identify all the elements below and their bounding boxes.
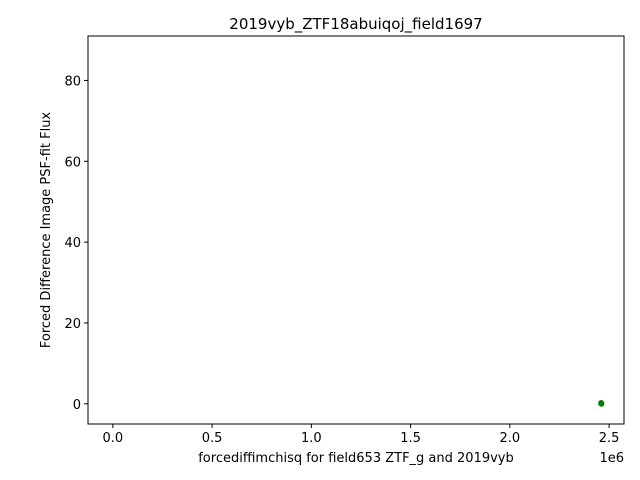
x-tick-label: 1.0 (301, 431, 322, 446)
x-tick-label: 0.0 (102, 431, 123, 446)
x-tick-label: 2.5 (599, 431, 620, 446)
x-tick-label: 0.5 (202, 431, 223, 446)
x-tick-label: 1.5 (400, 431, 421, 446)
y-tick-label: 20 (64, 317, 81, 332)
x-tick-label: 2.0 (500, 431, 521, 446)
chart-title: 2019vyb_ZTF18abuiqoj_field1697 (229, 15, 482, 34)
y-tick-label: 40 (64, 236, 81, 251)
x-axis: 0.0 0.5 1.0 1.5 2.0 2.5 (102, 424, 619, 446)
y-tick-label: 60 (64, 155, 81, 170)
plot-area (87, 35, 625, 425)
y-tick-label: 0 (73, 398, 81, 413)
data-points (598, 399, 605, 407)
y-tick-label: 80 (64, 74, 81, 89)
x-axis-label: forcediffimchisq for field653 ZTF_g and … (198, 451, 514, 466)
x-axis-offset-label: 1e6 (599, 451, 624, 466)
y-axis-label: Forced Difference Image PSF-fit Flux (39, 112, 54, 349)
y-axis: 0 20 40 60 80 (64, 74, 88, 413)
data-point (598, 400, 605, 407)
